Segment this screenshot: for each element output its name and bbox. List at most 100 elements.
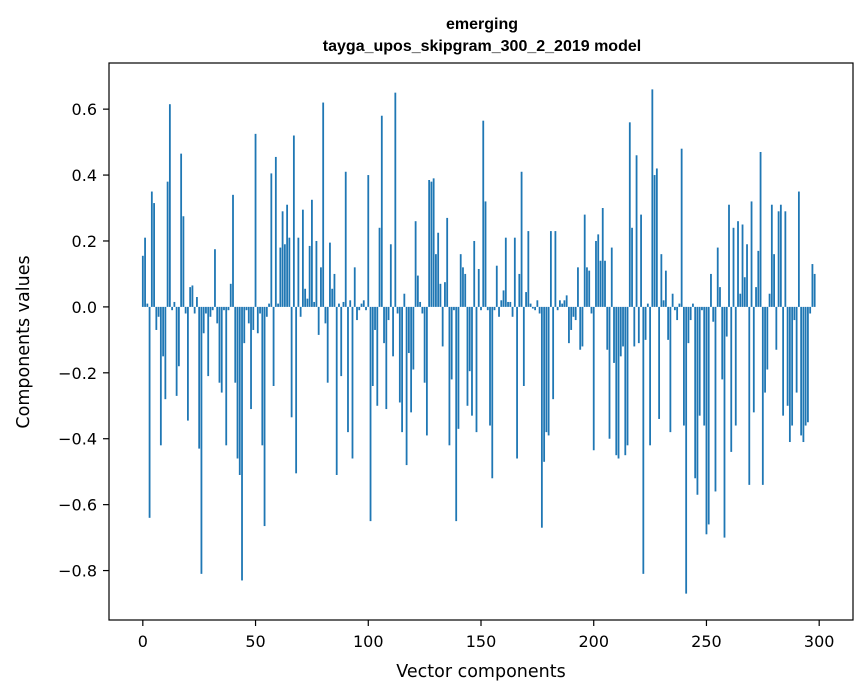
bar (401, 306, 403, 433)
bar (475, 306, 478, 433)
bar (297, 237, 300, 307)
bar (797, 191, 800, 307)
bar (750, 201, 753, 307)
bar (238, 306, 241, 475)
bar (225, 306, 228, 446)
bar (410, 306, 413, 413)
bar (202, 306, 205, 334)
bar (157, 306, 160, 317)
bar (205, 306, 207, 314)
bar (220, 306, 223, 393)
bar (369, 306, 372, 522)
bar (207, 306, 210, 377)
bar (421, 306, 424, 314)
bar (502, 290, 505, 307)
x-tick-label: 150 (466, 632, 497, 651)
bar (477, 268, 480, 307)
bar (507, 301, 509, 307)
bar (687, 306, 690, 344)
bar (256, 306, 259, 334)
bar (800, 306, 803, 436)
bar (182, 216, 185, 307)
bar (761, 306, 764, 485)
bar (640, 214, 642, 307)
bar (498, 306, 500, 317)
bar (563, 300, 566, 307)
bar (703, 306, 706, 426)
bar (166, 181, 169, 307)
y-tick-label: −0.2 (58, 364, 97, 383)
bar (732, 227, 735, 307)
bar (773, 254, 775, 307)
y-axis-ticks: −0.8 −0.6 −0.4 −0.2 0.0 0.2 0.4 0.6 (58, 100, 109, 581)
bar (356, 306, 358, 321)
y-tick-label: −0.8 (58, 562, 97, 581)
bar (227, 306, 230, 311)
bar (362, 300, 365, 307)
bar (177, 306, 180, 367)
bar (344, 171, 347, 307)
bar (500, 300, 503, 307)
bar (678, 303, 681, 307)
bar (444, 282, 446, 307)
bar (419, 301, 422, 307)
bar (304, 288, 307, 307)
bar (606, 306, 609, 350)
bar (721, 306, 724, 380)
bar (414, 221, 417, 307)
bar (457, 306, 460, 429)
bar (642, 306, 645, 574)
bar (243, 306, 246, 344)
bar (710, 273, 712, 307)
bar (407, 306, 410, 354)
x-tick-label: 250 (691, 632, 722, 651)
bar (689, 306, 692, 321)
bar (583, 214, 586, 307)
x-axis-ticks: 0 50 100 150 200 250 300 (138, 620, 834, 651)
bar (387, 306, 390, 321)
bar (358, 306, 361, 311)
bar (482, 120, 485, 307)
bar (164, 306, 167, 400)
y-tick-label: 0.0 (72, 298, 97, 317)
bar (622, 306, 624, 347)
chart-subtitle: tayga_upos_skipgram_300_2_2019 model (323, 38, 641, 55)
bar (308, 245, 311, 307)
bar (360, 303, 363, 307)
bar (416, 275, 419, 307)
y-tick-label: −0.4 (58, 430, 97, 449)
bar (367, 175, 370, 307)
bar (274, 156, 277, 307)
bar (290, 306, 293, 418)
bar (464, 273, 467, 307)
bar (653, 175, 656, 307)
bar (766, 306, 769, 370)
bar (809, 306, 812, 314)
bar (245, 306, 248, 311)
bar (655, 168, 658, 307)
bar (405, 306, 408, 466)
y-axis-label: Components values (14, 255, 34, 428)
bar (286, 204, 289, 307)
bar (247, 306, 250, 324)
bar (146, 303, 149, 307)
bar (802, 306, 805, 443)
bar (214, 249, 216, 307)
bar (455, 306, 458, 522)
bar (527, 231, 530, 307)
bar (552, 306, 555, 400)
bar (714, 306, 717, 492)
bar (173, 301, 176, 307)
bar (254, 133, 257, 307)
bar (561, 303, 564, 307)
bar (608, 306, 611, 439)
chart-title: emerging (446, 16, 518, 33)
bar (545, 306, 548, 433)
bar (511, 306, 514, 317)
bar (159, 306, 162, 446)
bar (317, 306, 320, 335)
bar (631, 227, 633, 307)
bar (148, 306, 151, 518)
bar (241, 306, 243, 581)
bar (617, 306, 620, 459)
